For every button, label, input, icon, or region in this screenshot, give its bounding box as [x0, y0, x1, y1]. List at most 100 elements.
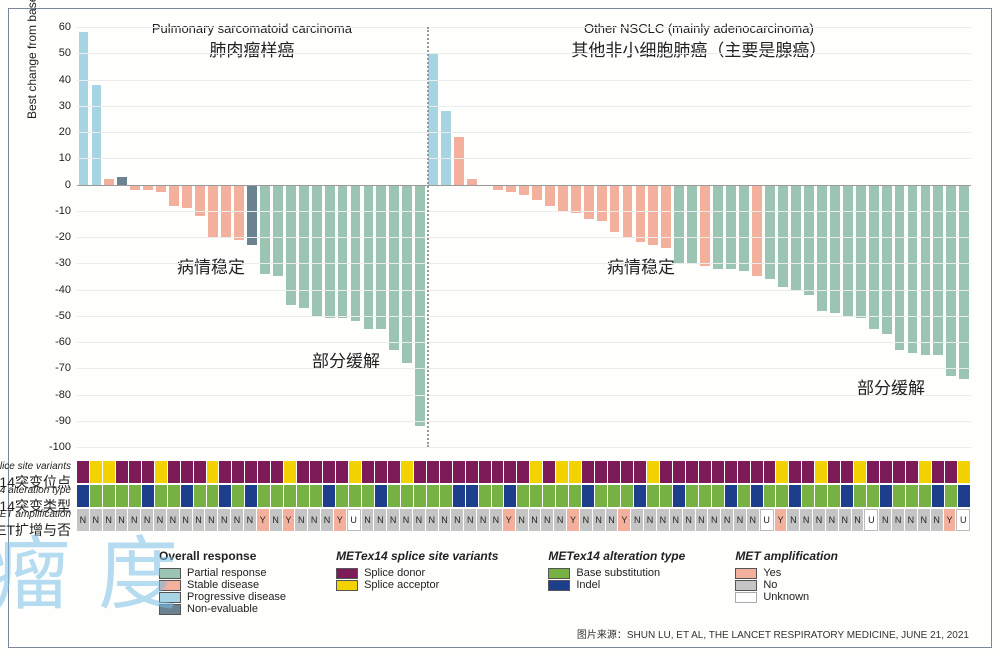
legend-swatch [159, 568, 181, 579]
track-cell [582, 461, 594, 483]
track-cell [232, 461, 244, 483]
track-cell: N [541, 509, 553, 531]
legend-alt-title: METex14 alteration type [548, 549, 685, 563]
track-cell [297, 485, 309, 507]
legend-item: Unknown [735, 591, 838, 603]
waterfall-bar [661, 185, 671, 248]
track-cell [906, 461, 918, 483]
track-cell: Y [503, 509, 515, 531]
waterfall-bar [804, 185, 814, 295]
track-cell: U [864, 509, 878, 531]
y-tick-label: 20 [59, 126, 71, 138]
track-cell [776, 485, 788, 507]
track-cell [673, 485, 685, 507]
track-cell [828, 461, 840, 483]
waterfall-bar [454, 137, 464, 184]
annot-stable-left: 病情稳定 [177, 253, 245, 278]
track-cell: Y [334, 509, 346, 531]
track-cell: N [477, 509, 489, 531]
genomic-tracks: METex14 splice site variants MET基因14突变位点… [77, 461, 971, 533]
track-cell [738, 485, 750, 507]
track-cell [867, 461, 879, 483]
track-cell [854, 485, 866, 507]
track-cell: Y [944, 509, 956, 531]
track-cell: N [141, 509, 153, 531]
legend-label: Indel [576, 579, 600, 591]
gridline [77, 447, 971, 448]
waterfall-chart: Pulmonary sarcomatoid carcinoma 肺肉瘤样癌 Ot… [77, 27, 971, 447]
waterfall-bar [260, 185, 270, 274]
waterfall-bar [946, 185, 956, 377]
waterfall-bar [856, 185, 866, 319]
track-cell: N [90, 509, 102, 531]
track-cell [116, 461, 128, 483]
legend: Overall response Partial responseStable … [159, 549, 961, 615]
track-cell: N [708, 509, 720, 531]
track-cell [207, 485, 219, 507]
track-cell: U [760, 509, 774, 531]
track-cell [776, 461, 788, 483]
track-cell [958, 461, 970, 483]
track-cell: Y [567, 509, 579, 531]
track-cell: N [218, 509, 230, 531]
track-cell [194, 461, 206, 483]
gridline [77, 53, 971, 54]
track-cell [362, 485, 374, 507]
y-tick-label: -100 [49, 441, 71, 453]
track-cell [388, 461, 400, 483]
track-cell [725, 485, 737, 507]
waterfall-bar [506, 185, 516, 193]
legend-swatch [735, 568, 757, 579]
legend-swatch [548, 580, 570, 591]
gridline [77, 316, 971, 317]
track-cell: N [734, 509, 746, 531]
waterfall-bar [571, 185, 581, 214]
gridline [77, 185, 971, 186]
track-cell [751, 461, 763, 483]
track-cell [841, 461, 853, 483]
waterfall-bar [364, 185, 374, 329]
track-cell [168, 485, 180, 507]
track-cell: N [205, 509, 217, 531]
legend-item: Non-evaluable [159, 603, 286, 615]
track-cell: U [347, 509, 361, 531]
track-cell [647, 461, 659, 483]
track-cell [595, 461, 607, 483]
waterfall-bar [959, 185, 969, 379]
legend-col-alt: METex14 alteration type Base substitutio… [548, 549, 685, 615]
track-cell: N [490, 509, 502, 531]
track-cell [569, 485, 581, 507]
figure-frame: Best change from baseline (%) Pulmonary … [8, 8, 992, 648]
track-cell [530, 485, 542, 507]
track-cell: N [852, 509, 864, 531]
legend-label: No [763, 579, 777, 591]
legend-item: Progressive disease [159, 591, 286, 603]
track-splice-label-en: METex14 splice site variants [0, 461, 71, 472]
track-cell: N [606, 509, 618, 531]
track-cell [751, 485, 763, 507]
track-cell: N [374, 509, 386, 531]
y-tick-label: -80 [55, 389, 71, 401]
waterfall-bar [584, 185, 594, 219]
track-cell [880, 461, 892, 483]
track-cell: N [593, 509, 605, 531]
track-cell: N [657, 509, 669, 531]
waterfall-bar [636, 185, 646, 243]
track-cell: N [644, 509, 656, 531]
track-cell: N [387, 509, 399, 531]
track-cell: N [116, 509, 128, 531]
track-cell: N [270, 509, 282, 531]
legend-overall-title: Overall response [159, 549, 286, 563]
track-cell [103, 485, 115, 507]
track-cell: N [529, 509, 541, 531]
legend-item: Stable disease [159, 579, 286, 591]
gridline [77, 27, 971, 28]
track-cell [517, 461, 529, 483]
track-cell [375, 461, 387, 483]
track-cell [323, 485, 335, 507]
waterfall-bar [687, 185, 697, 264]
track-cell: N [321, 509, 333, 531]
track-cell [155, 461, 167, 483]
track-cell [686, 485, 698, 507]
track-cell: N [77, 509, 89, 531]
